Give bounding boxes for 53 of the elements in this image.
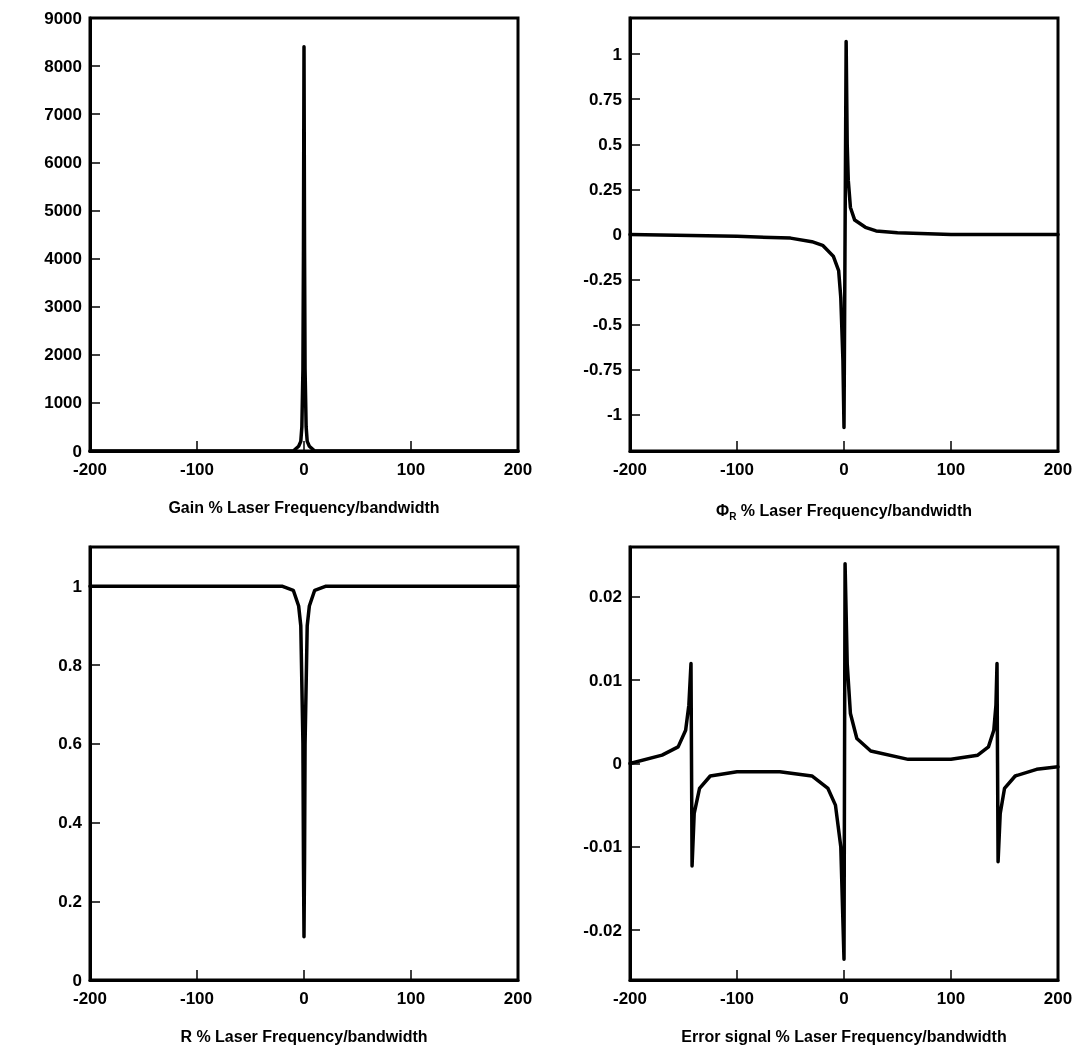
x-axis-title: R % Laser Frequency/bandwidth xyxy=(180,1027,428,1045)
x-tick-label: 0 xyxy=(839,989,849,1008)
y-tick-label: -0.25 xyxy=(583,270,622,290)
y-tick-label: 2000 xyxy=(44,345,82,365)
y-tick-label: 1 xyxy=(612,44,622,64)
y-tick-label: 4000 xyxy=(44,249,82,269)
y-tick-label: 0.5 xyxy=(598,134,622,154)
x-tick-label: 200 xyxy=(1043,460,1073,479)
y-tick-label: 5000 xyxy=(44,200,82,220)
y-tick-label: 0.25 xyxy=(588,179,622,199)
y-tick-label: 0.6 xyxy=(58,734,82,754)
x-tick-label: 0 xyxy=(299,989,309,1008)
y-tick-label: 0.4 xyxy=(58,813,83,833)
x-tick-label: 0 xyxy=(299,460,309,479)
y-tick-label: 8000 xyxy=(44,56,82,76)
x-tick-label: 100 xyxy=(936,460,966,479)
y-tick-label: 1 xyxy=(72,576,82,596)
x-axis-title: Gain % Laser Frequency/bandwidth xyxy=(168,498,440,516)
x-tick-label: -200 xyxy=(72,460,108,479)
x-tick-label: -200 xyxy=(612,460,648,479)
x-axis-title: Error signal % Laser Frequency/bandwidth xyxy=(681,1027,1007,1045)
y-tick-label: 0.01 xyxy=(588,670,622,690)
y-tick-label: 0.75 xyxy=(588,89,622,109)
y-tick-label: -0.5 xyxy=(592,315,622,335)
y-tick-label: -1 xyxy=(606,405,622,425)
y-tick-label: 9000 xyxy=(44,8,82,28)
x-tick-label: 100 xyxy=(396,989,426,1008)
x-tick-label: 200 xyxy=(503,989,533,1008)
y-tick-label: 0.2 xyxy=(58,891,82,911)
x-tick-label: 0 xyxy=(839,460,849,479)
y-tick-label: 0.8 xyxy=(58,655,82,675)
y-tick-label: 0 xyxy=(72,441,82,461)
x-tick-label: -100 xyxy=(179,989,215,1008)
x-tick-label: 200 xyxy=(503,460,533,479)
y-tick-label: -0.01 xyxy=(583,837,622,857)
y-tick-label: 3000 xyxy=(44,297,82,317)
y-tick-label: -0.75 xyxy=(583,360,622,380)
x-tick-label: 200 xyxy=(1043,989,1073,1008)
x-tick-label: -200 xyxy=(612,989,648,1008)
y-tick-label: 0 xyxy=(612,225,622,244)
x-tick-label: 100 xyxy=(936,989,966,1008)
y-tick-label: 6000 xyxy=(44,152,82,172)
x-tick-label: -200 xyxy=(72,989,108,1008)
y-tick-label: -0.02 xyxy=(583,920,622,940)
x-tick-label: -100 xyxy=(719,460,755,479)
y-tick-label: 1000 xyxy=(44,393,82,413)
x-tick-label: -100 xyxy=(719,989,755,1008)
x-tick-label: -100 xyxy=(179,460,215,479)
y-tick-label: 7000 xyxy=(44,104,82,124)
y-tick-label: 0 xyxy=(72,970,82,990)
y-tick-label: 0 xyxy=(612,754,622,773)
y-tick-label: 0.02 xyxy=(588,587,622,607)
x-tick-label: 100 xyxy=(396,460,426,479)
